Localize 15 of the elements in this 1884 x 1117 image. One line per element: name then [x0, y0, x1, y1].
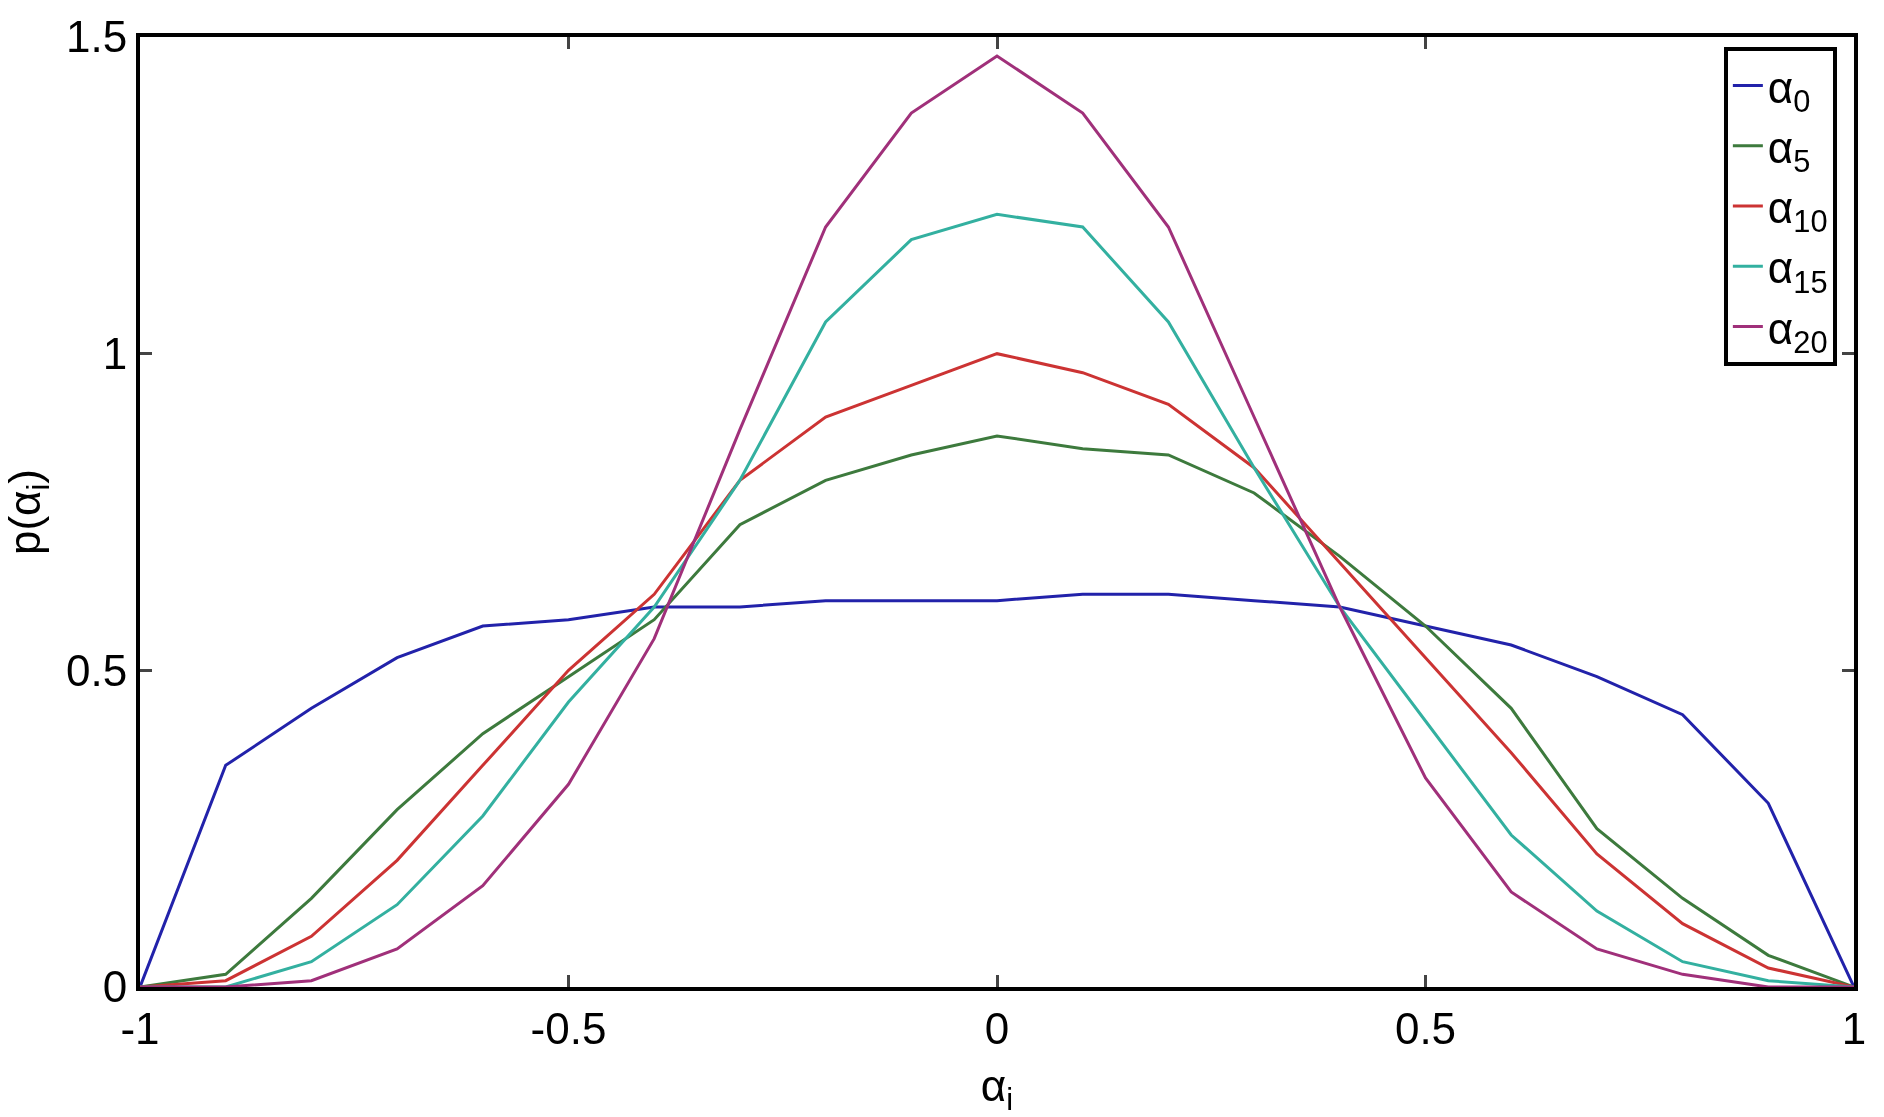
x-tick-label: -0.5	[530, 1003, 607, 1053]
legend-label: α$_{15}$	[1767, 243, 1828, 300]
x-tick-label: 0	[984, 1003, 1010, 1053]
y-tick-label: 1.5	[66, 12, 128, 62]
legend-label: α$_{10}$	[1767, 183, 1828, 240]
x-tick-label: 1	[1841, 1003, 1867, 1053]
x-axis-title: α$_{i}$	[980, 1060, 1014, 1117]
legend-label: α$_{0}$	[1767, 62, 1811, 119]
legend-label: α$_{5}$	[1767, 122, 1811, 180]
line-series	[140, 54, 1854, 987]
x-tick-label: 0.5	[1394, 1003, 1457, 1053]
y-tick-label: 0.5	[66, 645, 128, 695]
legend-label: α$_{20}$	[1767, 303, 1828, 360]
line-series	[140, 592, 1854, 987]
y-tick-label: 1	[102, 329, 128, 379]
